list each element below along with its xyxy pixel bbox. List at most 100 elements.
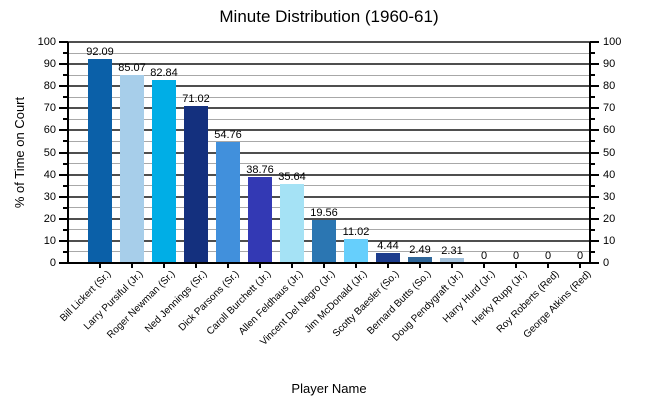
bar-value-label: 54.76 — [214, 128, 242, 141]
y-tick-label-left: 80 — [43, 80, 56, 93]
y-tick-label-left: 90 — [43, 58, 56, 71]
y-tick-label-left: 30 — [43, 190, 56, 203]
y-tick-label-left: 20 — [43, 212, 56, 225]
y-tick-label-right: 50 — [603, 146, 616, 159]
gridline-minor — [68, 207, 590, 209]
y-tick-major-left — [59, 107, 68, 110]
gridline-major — [68, 85, 590, 88]
gridline-minor — [68, 96, 590, 98]
y-tick-minor-left — [63, 118, 68, 121]
y-tick-minor-right — [590, 74, 595, 77]
y-tick-minor-right — [590, 162, 595, 165]
y-tick-major-left — [59, 262, 68, 264]
y-tick-label-left: 40 — [43, 168, 56, 181]
y-tick-minor-left — [63, 96, 68, 99]
gridline-minor — [68, 185, 590, 187]
x-tick — [515, 263, 517, 268]
y-tick-minor-right — [590, 206, 595, 209]
x-axis-line — [67, 262, 591, 264]
bar-value-label: 19.56 — [310, 206, 338, 219]
y-tick-minor-left — [63, 140, 68, 143]
y-tick-label-right: 70 — [603, 102, 616, 115]
y-tick-major-right — [590, 41, 599, 43]
bar — [408, 257, 432, 263]
y-tick-label-right: 100 — [603, 36, 622, 48]
y-tick-major-left — [59, 63, 68, 66]
y-tick-minor-left — [63, 184, 68, 187]
bar — [88, 59, 112, 263]
y-tick-minor-left — [63, 250, 68, 253]
y-tick-label-right: 30 — [603, 190, 616, 203]
gridline-major — [68, 173, 590, 176]
y-tick-label-right: 20 — [603, 212, 616, 225]
y-tick-minor-right — [590, 228, 595, 231]
bar — [184, 106, 208, 263]
bar — [344, 238, 368, 263]
bar-value-label: 0 — [576, 250, 584, 262]
y-tick-major-right — [590, 195, 599, 198]
y-tick-major-left — [59, 195, 68, 198]
y-tick-label-left: 60 — [43, 124, 56, 137]
bar-value-label: 35.64 — [278, 171, 306, 184]
y-tick-major-left — [59, 239, 68, 242]
x-tick — [291, 263, 293, 268]
y-tick-minor-right — [590, 184, 595, 187]
chart-title: Minute Distribution (1960-61) — [219, 7, 439, 26]
gridline-major — [68, 151, 590, 154]
y-tick-label-right: 40 — [603, 168, 616, 181]
y-tick-label-left: 70 — [43, 102, 56, 115]
bar-value-label: 2.31 — [441, 244, 463, 257]
bar-value-label: 0 — [512, 250, 520, 262]
bar — [312, 219, 336, 263]
gridline-major — [68, 195, 590, 198]
y-tick-major-left — [59, 217, 68, 220]
bar — [152, 79, 176, 263]
bar-value-label: 2.49 — [409, 244, 431, 257]
bar-value-label: 92.09 — [86, 46, 114, 59]
x-tick — [579, 263, 581, 268]
x-tick — [419, 263, 421, 268]
y-tick-minor-left — [63, 228, 68, 231]
bar — [248, 177, 272, 263]
x-tick — [195, 263, 197, 268]
y-tick-major-right — [590, 129, 599, 132]
y-tick-major-left — [59, 41, 68, 43]
y-tick-major-right — [590, 173, 599, 176]
y-tick-major-right — [590, 239, 599, 242]
bar — [216, 141, 240, 263]
y-tick-minor-right — [590, 118, 595, 121]
y-tick-label-right: 10 — [603, 234, 616, 247]
y-tick-label-left: 10 — [43, 234, 56, 247]
y-tick-label-left: 0 — [49, 257, 56, 269]
y-tick-major-left — [59, 129, 68, 132]
y-tick-label-right: 0 — [603, 257, 610, 269]
y-tick-major-left — [59, 173, 68, 176]
gridline-major — [68, 107, 590, 110]
x-tick — [131, 263, 133, 268]
y-tick-label-right: 60 — [603, 124, 616, 137]
bar-value-label: 85.07 — [118, 61, 146, 74]
x-tick — [227, 263, 229, 268]
y-tick-major-right — [590, 85, 599, 88]
x-tick — [163, 263, 165, 268]
y-tick-major-right — [590, 107, 599, 110]
y-tick-minor-right — [590, 140, 595, 143]
bar — [280, 184, 304, 263]
bar — [120, 74, 144, 263]
x-axis-title: Player Name — [291, 381, 367, 396]
gridline-minor — [68, 74, 590, 76]
x-tick — [355, 263, 357, 268]
x-tick — [387, 263, 389, 268]
y-tick-major-right — [590, 217, 599, 220]
gridline-minor — [68, 118, 590, 120]
y-axis-line-left — [67, 42, 69, 263]
y-tick-major-left — [59, 85, 68, 88]
gridline-minor — [68, 163, 590, 165]
y-tick-label-right: 90 — [603, 58, 616, 71]
y-tick-label-left: 50 — [43, 146, 56, 159]
y-tick-minor-left — [63, 162, 68, 165]
x-tick — [483, 263, 485, 268]
gridline-minor — [68, 140, 590, 142]
gridline-major — [68, 63, 590, 66]
y-tick-minor-left — [63, 52, 68, 55]
